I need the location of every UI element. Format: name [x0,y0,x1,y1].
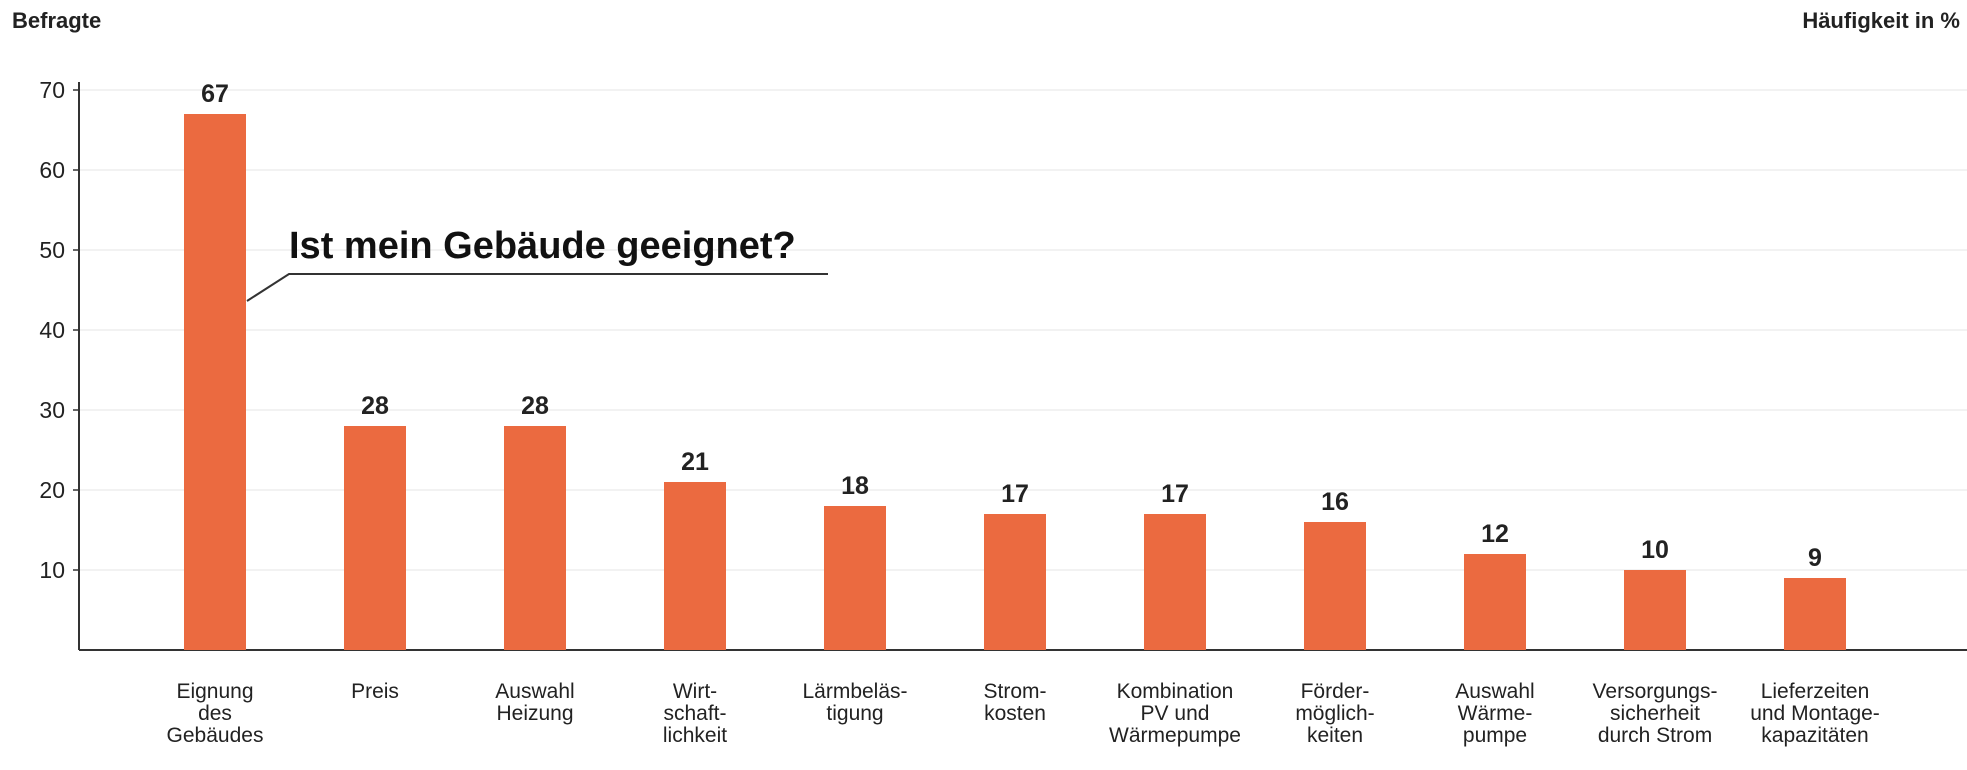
y-tick-label: 10 [39,557,65,583]
bar [504,426,566,650]
value-label: 28 [521,392,549,420]
value-label: 10 [1641,536,1669,564]
x-tick-label: Förder-möglich-keiten [1295,680,1374,747]
y-tick-label: 60 [39,157,65,183]
value-label: 18 [841,472,869,500]
y-tick-label: 40 [39,317,65,343]
x-tick-label: Versorgungs-sicherheit durch Strom [1593,680,1718,747]
y-tick-label: 50 [39,237,65,263]
bar [1464,554,1526,650]
bar [1784,578,1846,650]
y-tick-label: 70 [39,77,65,103]
value-label: 17 [1161,480,1189,508]
x-tick-label: Auswahl Heizung [495,680,574,725]
annotation: Ist mein Gebäude geeignet? [289,225,796,267]
y-tick-label: 20 [39,477,65,503]
x-tick-label: Auswahl Wärme-pumpe [1455,680,1534,747]
unit-label: Häufigkeit in % [1802,8,1960,33]
y-tick-label: 30 [39,397,65,423]
value-label: 9 [1808,544,1822,572]
value-label: 16 [1321,488,1349,516]
x-tick-label: Eignung des Gebäudes [167,680,264,747]
x-tick-label: Lieferzeiten und Montage-kapazitäten [1750,680,1880,747]
y-axis-label: Befragte [12,8,101,33]
bar [664,482,726,650]
bar [1304,522,1366,650]
x-tick-label: Lärmbeläs-tigung [802,680,907,725]
value-label: 67 [201,80,229,108]
bar [344,426,406,650]
value-label: 28 [361,392,389,420]
bar [1624,570,1686,650]
bar [824,506,886,650]
annotation-line [246,273,828,302]
x-tick-label: Wirt-schaft-lichkeit [663,680,727,747]
value-label: 17 [1001,480,1029,508]
bar [1144,514,1206,650]
x-tick-label: Strom-kosten [984,680,1047,725]
x-tick-label: Preis [351,680,399,703]
value-label: 12 [1481,520,1509,548]
value-label: 21 [681,448,709,476]
bar [184,114,246,650]
x-tick-label: Kombination PV und Wärmepumpe [1109,680,1241,747]
bar [984,514,1046,650]
